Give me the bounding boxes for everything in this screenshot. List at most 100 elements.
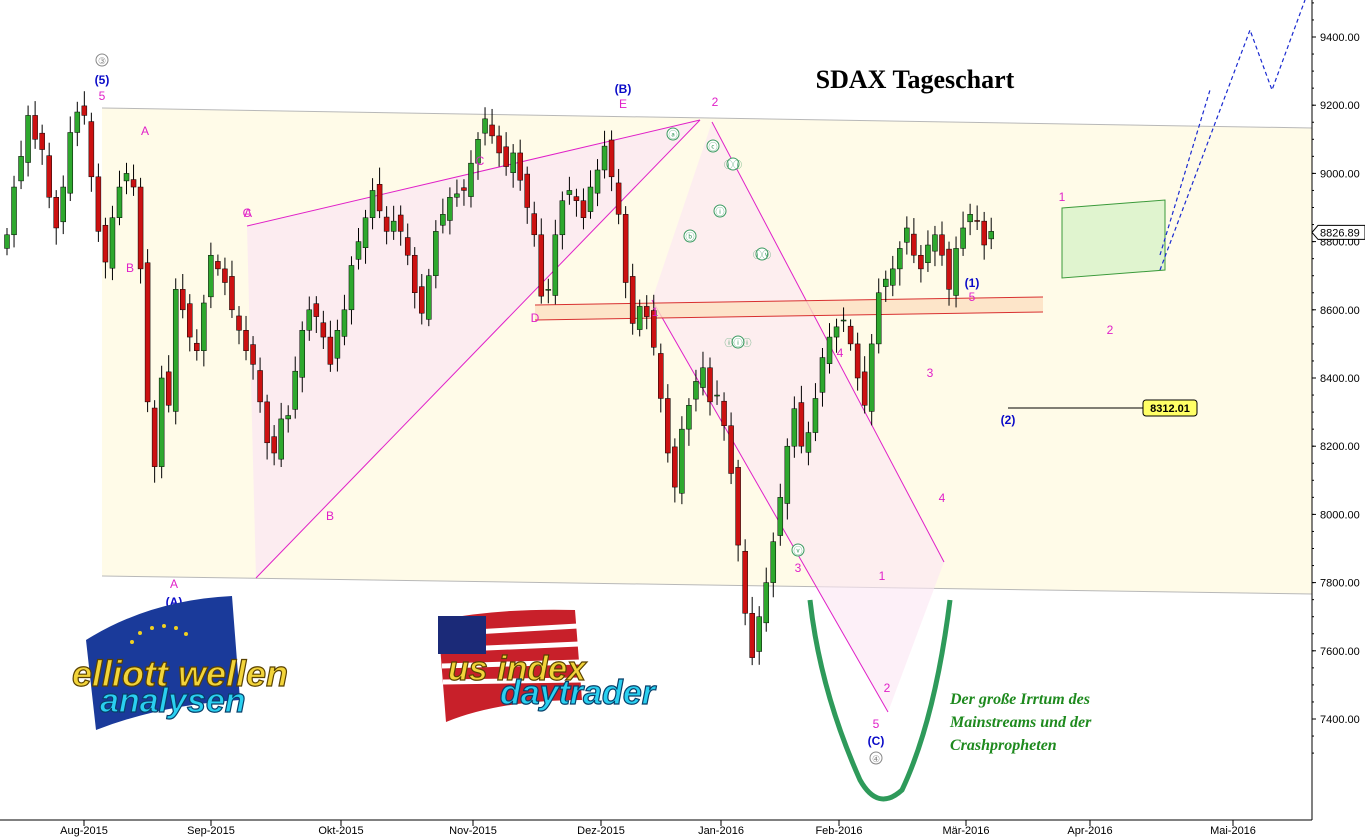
support-zone — [535, 297, 1043, 320]
candle-body — [95, 176, 102, 232]
candle-body — [967, 214, 973, 223]
candle-body — [102, 224, 109, 263]
wave-label: B — [326, 509, 334, 523]
wave-circle — [869, 751, 883, 765]
logo-left-line-2: analysen — [100, 682, 246, 720]
candle-body — [742, 550, 748, 614]
candle-body — [932, 234, 938, 252]
wave-label: C — [476, 154, 485, 168]
x-tick-label: Dez-2015 — [577, 825, 625, 837]
wave-circle — [95, 53, 109, 67]
candle-body — [686, 405, 692, 430]
candle-body — [215, 261, 221, 270]
current-price-label: 8826.89 — [1320, 227, 1360, 239]
candle-body — [721, 400, 727, 426]
candle-body — [194, 342, 200, 351]
candle-body — [728, 425, 734, 474]
candle-body — [608, 139, 615, 178]
candle-body — [327, 336, 334, 365]
candle-body — [531, 213, 537, 236]
logo-right-line-2: daytrader — [500, 674, 657, 712]
green-channel — [1061, 199, 1166, 279]
candle-body — [707, 367, 713, 403]
candle-body — [229, 276, 235, 311]
candle-body — [278, 418, 284, 460]
y-tick-label: 9200.00 — [1320, 100, 1360, 112]
wave-labels: ③(5)5ABAC(A)ABCDE(B)12345(C)④12345(1)(2)… — [95, 53, 1114, 765]
wave-label: A — [170, 577, 178, 591]
x-tick-label: Feb-2016 — [815, 825, 862, 837]
wave-circle — [706, 139, 720, 153]
candle-body — [953, 248, 959, 296]
marked-level-label: 8312.01 — [1150, 403, 1190, 415]
y-tick-label: 8600.00 — [1320, 305, 1360, 317]
candle-body — [974, 220, 980, 222]
wave-label: E — [619, 97, 627, 111]
candle-body — [629, 276, 636, 324]
candle-body — [243, 330, 249, 351]
candle-body — [18, 156, 24, 182]
wave-label: 5 — [99, 89, 106, 103]
candle-body — [805, 432, 812, 453]
x-tick-label: Aug-2015 — [60, 825, 108, 837]
wave-label: 2 — [884, 681, 891, 695]
candle-body — [665, 398, 671, 454]
candle-body — [651, 310, 657, 348]
candle-body — [784, 445, 791, 504]
channel-lower-line — [651, 299, 889, 713]
candle-body — [643, 306, 650, 317]
candle-body — [503, 146, 509, 167]
candle-body — [819, 357, 826, 393]
x-tick-label: Jan-2016 — [698, 825, 744, 837]
candle-body — [454, 193, 460, 198]
candle-body — [46, 155, 52, 198]
triangle-fill — [247, 120, 700, 578]
candle-body — [53, 197, 59, 229]
candle-body — [981, 220, 987, 246]
wave-label: C — [243, 206, 252, 220]
marked-level-box — [1142, 399, 1198, 417]
x-tick-label: Mai-2016 — [1210, 825, 1256, 837]
wave-label: (5) — [95, 73, 110, 87]
wave-circle — [713, 204, 727, 218]
candle-body — [404, 237, 411, 256]
candle-body — [749, 613, 755, 658]
candle-body — [25, 115, 31, 163]
candle-body — [658, 353, 664, 399]
candle-body — [580, 200, 587, 218]
candle-body — [411, 254, 418, 294]
wave-label: ⓘⓥ — [753, 250, 771, 260]
wave-label: 1 — [652, 305, 659, 319]
candle-body — [334, 330, 341, 359]
candle-body — [201, 302, 207, 351]
wave-label: ④ — [872, 754, 880, 764]
wave-label: ⓥ — [793, 546, 802, 556]
candle-body — [130, 179, 137, 188]
annotation-line-3: Crashpropheten — [950, 737, 1057, 754]
candle-body — [897, 248, 903, 270]
candle-body — [545, 289, 552, 291]
candle-body — [426, 275, 432, 320]
candle-body — [4, 234, 10, 249]
candle-body — [559, 200, 566, 236]
x-tick-label: Nov-2015 — [449, 825, 497, 837]
candle-body — [137, 186, 144, 270]
candle-body — [109, 217, 116, 269]
support-lower-line — [534, 311, 1044, 321]
logo-right-line-1: us index — [448, 650, 588, 688]
wave-label: (1) — [965, 276, 980, 290]
candle-body — [88, 121, 95, 178]
candle-body — [285, 415, 291, 420]
candle-body — [875, 292, 882, 345]
candle-body — [756, 616, 762, 652]
candle-body — [468, 162, 474, 197]
x-tick-label: Mär-2016 — [942, 825, 989, 837]
candle-body — [348, 265, 355, 311]
current-price-box — [1311, 224, 1365, 240]
wave-label: D — [531, 311, 540, 325]
wave-circle — [683, 229, 697, 243]
candle-body — [594, 169, 601, 194]
candle-body — [946, 248, 952, 290]
candle-body — [180, 289, 186, 311]
